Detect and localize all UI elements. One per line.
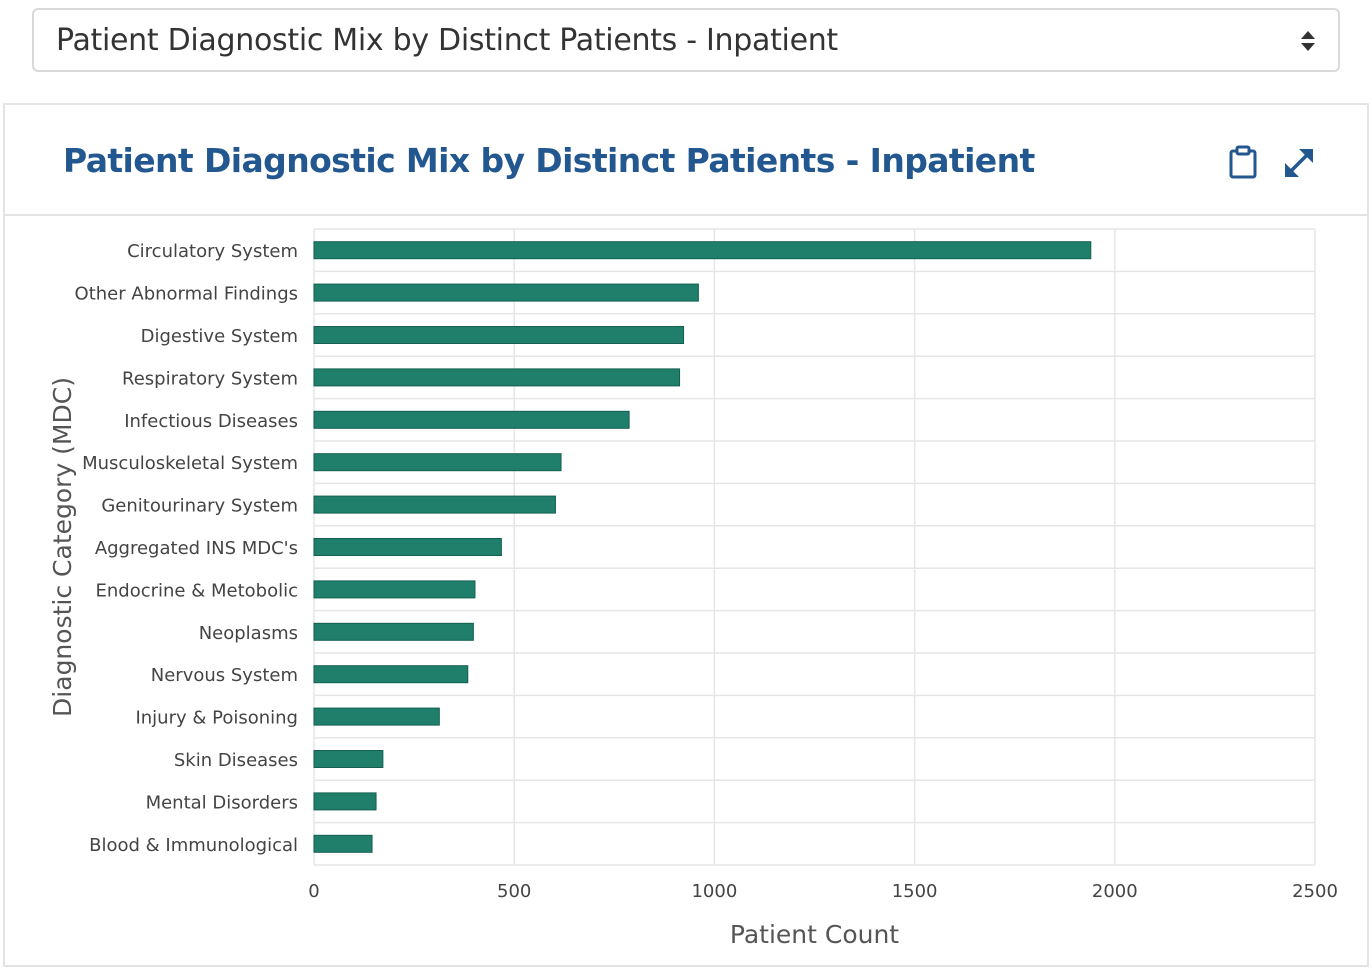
- y-category-label: Respiratory System: [122, 368, 298, 389]
- bar[interactable]: [313, 368, 681, 387]
- y-category-label: Digestive System: [141, 326, 298, 347]
- panel-header: Patient Diagnostic Mix by Distinct Patie…: [5, 105, 1367, 216]
- x-tick-label: 500: [497, 881, 531, 902]
- y-category-label: Aggregated INS MDC's: [95, 538, 298, 559]
- x-tick-label: 1000: [691, 881, 737, 902]
- bar[interactable]: [313, 750, 384, 768]
- y-category-label: Endocrine & Metobolic: [96, 580, 299, 601]
- bar[interactable]: [313, 410, 630, 429]
- bar[interactable]: [313, 622, 474, 641]
- y-axis-title: Diagnostic Category (MDC): [48, 377, 77, 717]
- bar[interactable]: [313, 834, 373, 853]
- bar[interactable]: [313, 283, 699, 302]
- y-category-label: Circulatory System: [127, 241, 298, 262]
- panel-title: Patient Diagnostic Mix by Distinct Patie…: [63, 141, 1035, 180]
- report-select-value: Patient Diagnostic Mix by Distinct Patie…: [56, 23, 838, 58]
- y-category-label: Other Abnormal Findings: [75, 284, 298, 305]
- chart-panel: Patient Diagnostic Mix by Distinct Patie…: [3, 103, 1369, 967]
- bar[interactable]: [313, 792, 377, 811]
- y-category-label: Injury & Poisoning: [135, 708, 298, 729]
- clipboard-icon[interactable]: [1227, 145, 1259, 179]
- bar[interactable]: [313, 580, 476, 599]
- y-category-label: Genitourinary System: [101, 496, 298, 517]
- bar[interactable]: [313, 495, 556, 514]
- y-category-label: Skin Diseases: [174, 750, 298, 771]
- y-category-label: Blood & Immunological: [89, 835, 298, 856]
- x-tick-label: 1500: [892, 881, 938, 902]
- expand-icon[interactable]: [1283, 145, 1315, 179]
- bar[interactable]: [313, 241, 1092, 260]
- report-select[interactable]: Patient Diagnostic Mix by Distinct Patie…: [32, 8, 1340, 72]
- bar[interactable]: [313, 665, 469, 684]
- y-category-label: Infectious Diseases: [124, 411, 298, 432]
- x-tick-label: 2000: [1092, 881, 1138, 902]
- y-category-label: Neoplasms: [199, 623, 298, 644]
- x-tick-label: 0: [308, 881, 319, 902]
- x-tick-label: 2500: [1292, 881, 1338, 902]
- sort-arrows-icon: [1301, 31, 1315, 51]
- x-axis-title: Patient Count: [730, 920, 899, 949]
- bar[interactable]: [313, 707, 440, 726]
- bar[interactable]: [313, 453, 562, 472]
- bar[interactable]: [313, 326, 685, 344]
- bar[interactable]: [313, 538, 502, 556]
- bar-chart: Circulatory System Other Abnormal Finding…: [48, 228, 1338, 949]
- y-category-label: Nervous System: [151, 665, 298, 686]
- y-category-label: Mental Disorders: [146, 792, 298, 813]
- y-category-label: Musculoskeletal System: [82, 453, 298, 474]
